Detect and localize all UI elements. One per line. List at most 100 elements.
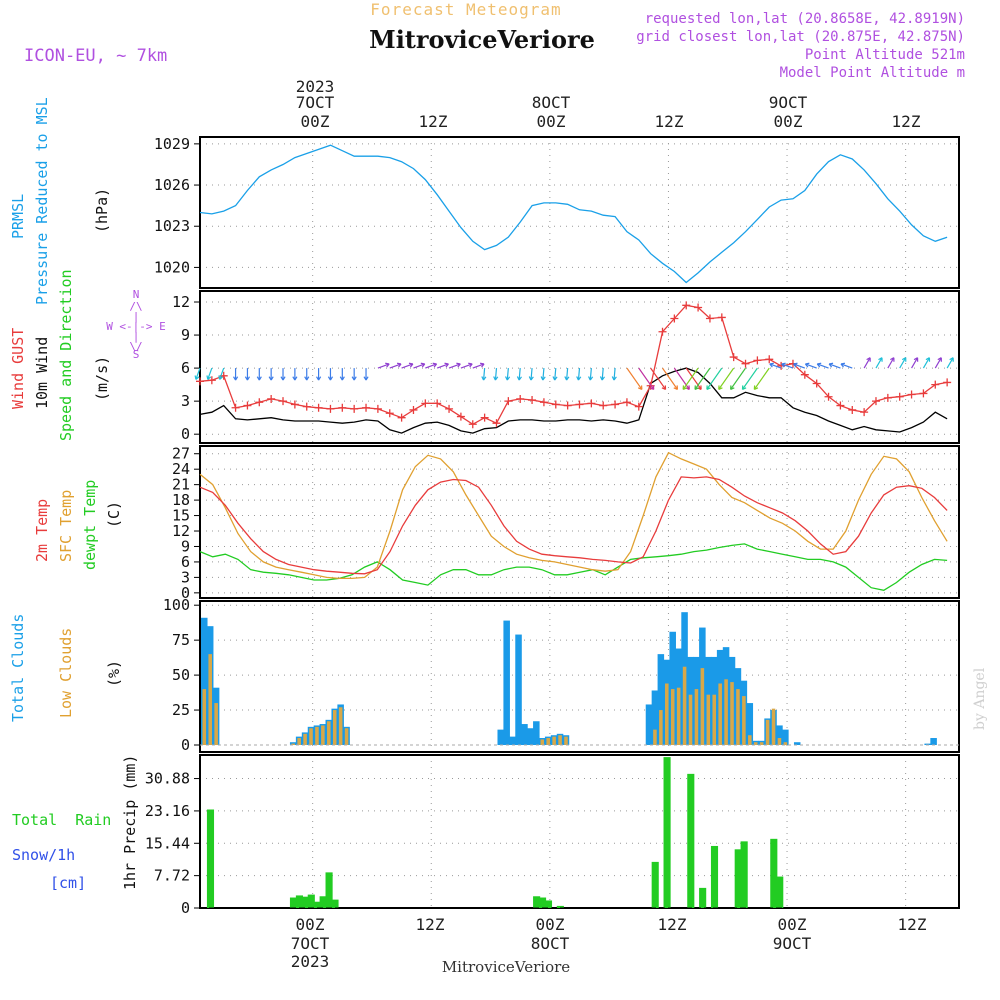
wind-arrow-head	[730, 385, 735, 390]
label-snow: Snow/1h	[12, 846, 75, 864]
wind-arrow	[934, 357, 942, 369]
wind-arrow-head	[233, 376, 239, 381]
wind-arrow-head	[949, 357, 954, 362]
wind-arrow-head	[468, 362, 473, 368]
top-tick-3: 00Z	[537, 112, 566, 131]
precip-ytick-label: 0	[181, 899, 190, 917]
dewpt-line	[199, 543, 948, 591]
clouds-ytick-label: 75	[172, 631, 190, 649]
rain-bar	[533, 896, 541, 908]
total-cloud-bar	[533, 721, 540, 746]
wind-arrow	[650, 367, 667, 390]
gust-marker	[599, 401, 608, 410]
wind-arrow	[413, 363, 425, 369]
gust-marker	[800, 370, 809, 379]
total-cloud-bar	[657, 654, 665, 746]
gust-marker	[670, 314, 679, 323]
wind-arrow-head	[753, 385, 759, 390]
top-date-3: 9OCT	[769, 93, 808, 112]
low-cloud-bar	[694, 689, 699, 746]
compass-vert-bar: |	[133, 310, 140, 323]
compass-rose: N W <-|-> E S /\ | | \/	[106, 288, 166, 361]
wind-arrow-head	[599, 376, 606, 381]
gust-marker	[824, 392, 833, 401]
wind-arrow	[718, 367, 735, 390]
wind-arrow-head	[444, 362, 449, 368]
low-cloud-bar	[202, 689, 207, 746]
wind-arrow-head	[528, 376, 534, 381]
low-cloud-bar	[315, 726, 319, 746]
clouds-panel: 0 25 50 75 100	[163, 596, 960, 754]
wind-arrow-head	[840, 362, 846, 368]
gust-marker	[587, 399, 596, 408]
rain-bar	[307, 894, 315, 908]
wind-arrow	[911, 357, 919, 369]
wind-arrow-head	[420, 362, 426, 368]
label-tcc: Total Clouds	[9, 614, 27, 722]
low-cloud-bar	[748, 735, 752, 746]
wind-arrow-head	[901, 357, 907, 362]
wind-arrow-head	[694, 385, 699, 390]
gust-marker	[314, 403, 323, 412]
low-cloud-bar	[676, 687, 681, 746]
gust-marker	[433, 399, 442, 408]
total-cloud-bar	[515, 634, 522, 746]
gust-marker	[539, 398, 548, 407]
wind-arrow-head	[327, 376, 334, 381]
total-cloud-bar	[527, 728, 534, 746]
wind-arrow	[730, 367, 747, 390]
bottom-tick-2: 12Z	[416, 915, 445, 934]
gust-marker	[409, 405, 418, 414]
wind-arrow	[805, 363, 817, 369]
wind-arrow	[706, 367, 723, 390]
wind-arrow	[401, 363, 414, 369]
wind-arrow-head	[913, 357, 919, 362]
wind-arrow	[793, 363, 806, 369]
gust-marker	[622, 398, 631, 407]
wind-arrow-head	[576, 376, 582, 381]
pressure-ytick-label: 1020	[154, 258, 190, 276]
low-cloud-bar	[670, 689, 675, 746]
wind-arrow	[389, 363, 402, 369]
wind-arrow	[601, 368, 604, 381]
low-cloud-bar	[564, 736, 568, 746]
label-lcc: Low Clouds	[57, 628, 75, 718]
wind-arrow-head	[649, 385, 655, 390]
clouds-ytick-label: 50	[172, 666, 190, 684]
rain-bar	[331, 899, 339, 908]
gust-marker	[563, 401, 572, 410]
gust-marker	[943, 378, 952, 387]
label-wind-unit: (m/s)	[93, 356, 111, 401]
temperature-ytick-label: 3	[181, 568, 190, 586]
label-rain: Total Rain	[12, 811, 111, 829]
gust-marker	[860, 408, 869, 417]
wind-frame	[199, 290, 960, 444]
wind-arrow	[863, 357, 871, 369]
wind-arrow-head	[661, 385, 667, 390]
pressure-line	[199, 144, 948, 284]
clouds-frame	[199, 600, 960, 753]
gust-marker	[729, 353, 738, 362]
gust-marker	[611, 400, 620, 409]
label-cloud-unit: (%)	[105, 660, 123, 687]
gust-marker	[907, 390, 916, 399]
gust-marker	[516, 394, 525, 403]
wind-arrow-head	[828, 362, 834, 368]
temperature-ytick-label: 18	[172, 491, 190, 509]
rain-bar	[319, 896, 327, 908]
wind-arrow-head	[363, 376, 369, 381]
low-cloud-bar	[700, 668, 705, 746]
wind-arrow-head	[878, 357, 883, 362]
top-tick-4: 12Z	[655, 112, 684, 131]
gust-marker	[741, 359, 750, 368]
low-cloud-bar	[682, 666, 687, 746]
low-cloud-bar	[653, 729, 657, 746]
pressure-ytick-label: 1026	[154, 176, 190, 194]
wind-arrow-head	[588, 376, 594, 381]
rain-bar	[544, 900, 553, 908]
top-time-axis: 2023 7OCT 8OCT 9OCT 00Z 12Z 00Z 12Z 00Z …	[296, 77, 921, 131]
low-cloud-bar	[777, 738, 782, 746]
low-cloud-bar	[344, 728, 349, 746]
temperature-ytick-label: 0	[181, 584, 190, 602]
